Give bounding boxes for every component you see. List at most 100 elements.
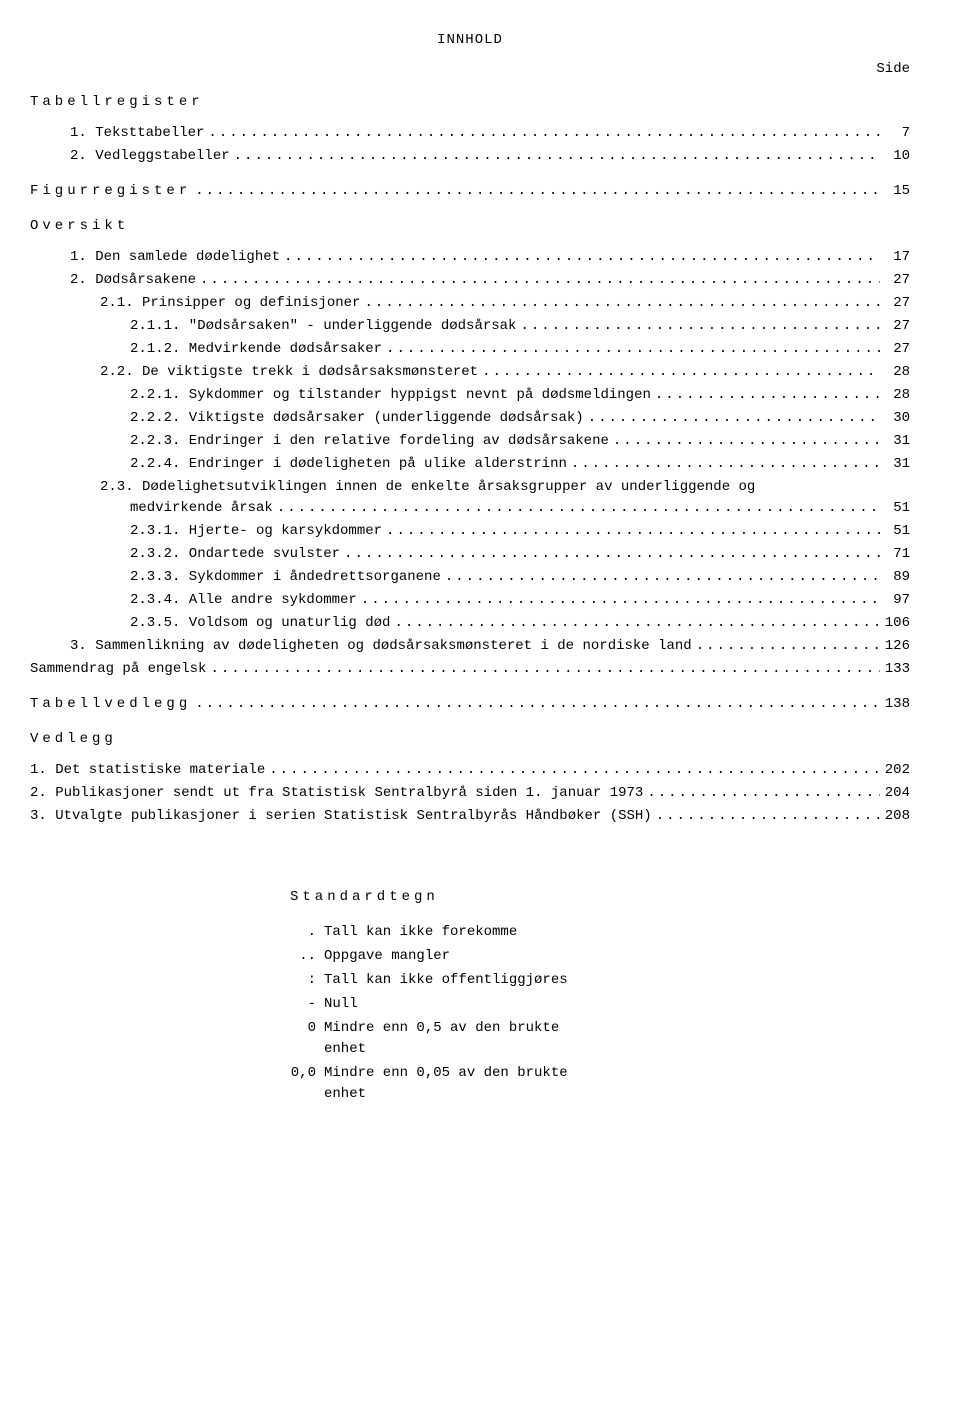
toc-label: 2.1.1. "Dødsårsaken" - underliggende død… bbox=[130, 316, 516, 337]
toc-page: 126 bbox=[880, 636, 910, 657]
toc-label: 2.3.2. Ondartede svulster bbox=[130, 544, 340, 565]
toc-leader: ........................................… bbox=[609, 431, 880, 452]
standardtegn-row: - Null bbox=[290, 994, 910, 1015]
toc-leader: ........................................… bbox=[280, 247, 880, 268]
toc-leader: ........................................… bbox=[191, 181, 880, 202]
toc-page: 30 bbox=[880, 408, 910, 429]
heading-tabellregister: Tabellregister bbox=[30, 92, 910, 113]
toc-page: 10 bbox=[880, 146, 910, 167]
toc-row-multiline: 2.3. Dødelighetsutviklingen innen de enk… bbox=[30, 477, 910, 519]
standardtegn-text: Null bbox=[324, 994, 358, 1015]
heading-vedlegg: Vedlegg bbox=[30, 729, 910, 750]
toc-label: 2.1. Prinsipper og definisjoner bbox=[100, 293, 360, 314]
heading-oversikt: Oversikt bbox=[30, 216, 910, 237]
standardtegn-block: Standardtegn . Tall kan ikke forekomme .… bbox=[290, 887, 910, 1105]
toc-label-line2: medvirkende årsak bbox=[130, 498, 273, 519]
toc-row-sammendrag: Sammendrag på engelsk ..................… bbox=[30, 659, 910, 680]
standardtegn-row: 0,0 Mindre enn 0,05 av den brukte enhet bbox=[290, 1063, 910, 1105]
standardtegn-symbol: : bbox=[290, 970, 324, 991]
toc-page: 27 bbox=[880, 316, 910, 337]
toc-row: 2.3.4. Alle andre sykdommer ............… bbox=[30, 590, 910, 611]
toc-row: 3. Sammenlikning av dødeligheten og døds… bbox=[30, 636, 910, 657]
heading-figurregister: Figurregister bbox=[30, 181, 191, 202]
toc-row: 2.2.2. Viktigste dødsårsaker (underligge… bbox=[30, 408, 910, 429]
toc-row: 2.2. De viktigste trekk i dødsårsaksmøns… bbox=[30, 362, 910, 383]
toc-leader: ........................................… bbox=[382, 339, 880, 360]
toc-leader: ........................................… bbox=[584, 408, 880, 429]
doc-title: INNHOLD bbox=[30, 30, 910, 51]
toc-leader: ........................................… bbox=[382, 521, 880, 542]
toc-page: 138 bbox=[880, 694, 910, 715]
toc-row: 2.2.1. Sykdommer og tilstander hyppigst … bbox=[30, 385, 910, 406]
toc-label: 2.3.3. Sykdommer i åndedrettsorganene bbox=[130, 567, 441, 588]
toc-leader: ........................................… bbox=[567, 454, 880, 475]
toc-leader: ........................................… bbox=[478, 362, 880, 383]
toc-page: 133 bbox=[880, 659, 910, 680]
standardtegn-text: Tall kan ikke forekomme bbox=[324, 922, 517, 943]
toc-leader: ........................................… bbox=[206, 659, 880, 680]
toc-leader: ........................................… bbox=[357, 590, 880, 611]
toc-leader: ........................................… bbox=[360, 293, 880, 314]
toc-label: 2.3.1. Hjerte- og karsykdommer bbox=[130, 521, 382, 542]
standardtegn-row: : Tall kan ikke offentliggjøres bbox=[290, 970, 910, 991]
section-figurregister: Figurregister ..........................… bbox=[30, 181, 910, 202]
toc-row: 2.3.1. Hjerte- og karsykdommer .........… bbox=[30, 521, 910, 542]
toc-row: 2. Dødsårsakene ........................… bbox=[30, 270, 910, 291]
toc-row: 2. Publikasjoner sendt ut fra Statistisk… bbox=[30, 783, 910, 804]
toc-page: 28 bbox=[880, 385, 910, 406]
toc-row: 2.2.4. Endringer i dødeligheten på ulike… bbox=[30, 454, 910, 475]
toc-label: 2.2.4. Endringer i dødeligheten på ulike… bbox=[130, 454, 567, 475]
toc-row: 2.2.3. Endringer i den relative fordelin… bbox=[30, 431, 910, 452]
toc-label: 2.2.1. Sykdommer og tilstander hyppigst … bbox=[130, 385, 651, 406]
toc-leader: ........................................… bbox=[652, 806, 880, 827]
standardtegn-symbol: 0,0 bbox=[290, 1063, 324, 1105]
toc-leader: ........................................… bbox=[265, 760, 880, 781]
toc-label: 2.1.2. Medvirkende dødsårsaker bbox=[130, 339, 382, 360]
toc-leader: ........................................… bbox=[204, 123, 880, 144]
section-vedlegg: Vedlegg bbox=[30, 729, 910, 750]
toc-label: 3. Utvalgte publikasjoner i serien Stati… bbox=[30, 806, 652, 827]
toc-row: 1. Den samlede dødelighet ..............… bbox=[30, 247, 910, 268]
toc-row: 1. Det statistiske materiale ...........… bbox=[30, 760, 910, 781]
toc-page: 27 bbox=[880, 339, 910, 360]
toc-page: 51 bbox=[880, 521, 910, 542]
toc-leader: ........................................… bbox=[692, 636, 880, 657]
toc-row: 1. Teksttabeller .......................… bbox=[30, 123, 910, 144]
toc-label: 2.2. De viktigste trekk i dødsårsaksmøns… bbox=[100, 362, 478, 383]
toc-label: 1. Den samlede dødelighet bbox=[70, 247, 280, 268]
section-tabellregister: Tabellregister bbox=[30, 92, 910, 113]
toc-leader: ........................................… bbox=[390, 613, 880, 634]
toc-page: 106 bbox=[880, 613, 910, 634]
toc-leader: ........................................… bbox=[191, 694, 880, 715]
toc-page: 27 bbox=[880, 270, 910, 291]
toc-label: 3. Sammenlikning av dødeligheten og døds… bbox=[70, 636, 692, 657]
toc-label-line1: 2.3. Dødelighetsutviklingen innen de enk… bbox=[30, 477, 910, 498]
standardtegn-symbol: 0 bbox=[290, 1018, 324, 1060]
toc-page: 31 bbox=[880, 431, 910, 452]
toc-label: 2.2.2. Viktigste dødsårsaker (underligge… bbox=[130, 408, 584, 429]
heading-tabellvedlegg: Tabellvedlegg bbox=[30, 694, 191, 715]
toc-row: 2.3.2. Ondartede svulster ..............… bbox=[30, 544, 910, 565]
toc-page: 204 bbox=[880, 783, 910, 804]
toc-label: 2.3.5. Voldsom og unaturlig død bbox=[130, 613, 390, 634]
standardtegn-text: Mindre enn 0,5 av den brukte enhet bbox=[324, 1018, 604, 1060]
toc-page: 208 bbox=[880, 806, 910, 827]
toc-label: 1. Det statistiske materiale bbox=[30, 760, 265, 781]
standardtegn-symbol: .. bbox=[290, 946, 324, 967]
toc-page: 17 bbox=[880, 247, 910, 268]
toc-page: 97 bbox=[880, 590, 910, 611]
toc-label: 2. Dødsårsakene bbox=[70, 270, 196, 291]
toc-page: 15 bbox=[880, 181, 910, 202]
toc-leader: ........................................… bbox=[196, 270, 880, 291]
toc-page: 89 bbox=[880, 567, 910, 588]
standardtegn-symbol: - bbox=[290, 994, 324, 1015]
standardtegn-text: Oppgave mangler bbox=[324, 946, 450, 967]
toc-label: Sammendrag på engelsk bbox=[30, 659, 206, 680]
toc-page: 31 bbox=[880, 454, 910, 475]
toc-leader: ........................................… bbox=[651, 385, 880, 406]
toc-page: 71 bbox=[880, 544, 910, 565]
toc-row: 2.1.1. "Dødsårsaken" - underliggende død… bbox=[30, 316, 910, 337]
toc-row: 3. Utvalgte publikasjoner i serien Stati… bbox=[30, 806, 910, 827]
toc-page: 51 bbox=[880, 498, 910, 519]
toc-row: 2.3.5. Voldsom og unaturlig død ........… bbox=[30, 613, 910, 634]
